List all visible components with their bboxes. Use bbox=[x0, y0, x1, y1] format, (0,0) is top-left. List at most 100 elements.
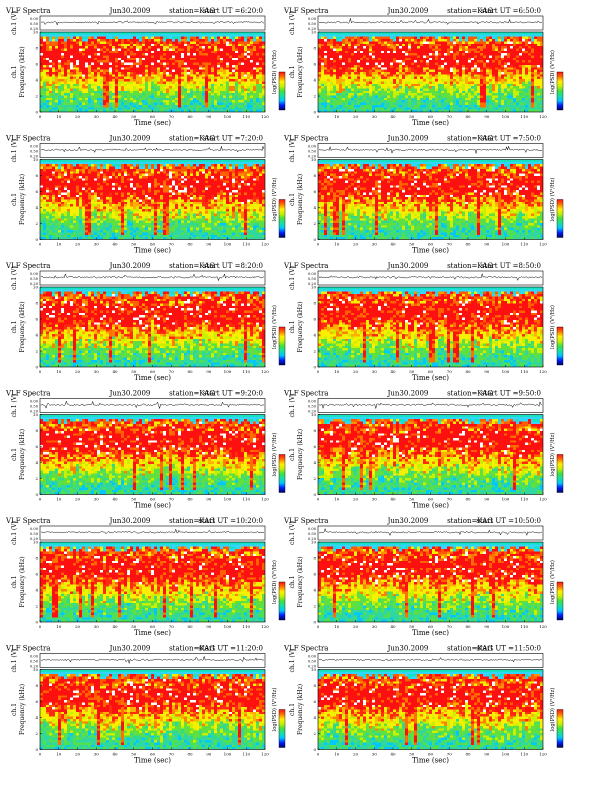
spectrogram-cell bbox=[82, 96, 85, 98]
spectrogram-cell bbox=[88, 105, 91, 107]
spectrogram-cell bbox=[148, 34, 151, 36]
spectrogram-cell bbox=[142, 100, 145, 102]
spectrogram-cell bbox=[100, 46, 103, 48]
spectrogram-cell bbox=[97, 46, 100, 48]
spectrogram-cell bbox=[88, 63, 91, 65]
spectrogram-cell bbox=[79, 70, 82, 72]
spectrogram-cell bbox=[49, 56, 52, 58]
spectrogram-cell bbox=[130, 56, 133, 58]
spectrogram-cell bbox=[70, 32, 73, 34]
spectrogram-cell bbox=[82, 67, 85, 69]
spectrogram-cell bbox=[118, 74, 121, 76]
spectrogram-cell bbox=[67, 91, 70, 93]
spectrogram-cell bbox=[40, 44, 43, 46]
spectrogram-cell bbox=[91, 77, 94, 79]
spectrogram-cell bbox=[52, 72, 55, 74]
spectrogram-cell bbox=[154, 74, 157, 76]
spectrogram-cell bbox=[145, 107, 148, 109]
spectrogram-cell bbox=[148, 110, 151, 112]
spectrogram-cell bbox=[145, 39, 148, 41]
spectrogram-cell bbox=[124, 86, 127, 88]
spectrogram-cell bbox=[82, 37, 85, 39]
spectrogram-cell bbox=[100, 74, 103, 76]
spectrogram-cell bbox=[124, 48, 127, 50]
spectrogram-cell bbox=[139, 60, 142, 62]
spectrogram-cell bbox=[88, 86, 91, 88]
spectrogram-cell bbox=[121, 65, 124, 67]
spectrogram-cell bbox=[73, 48, 76, 50]
spectrogram-cell bbox=[100, 67, 103, 69]
spectrogram-cell bbox=[43, 96, 46, 98]
spectrogram-cell bbox=[127, 39, 130, 41]
spectrogram-cell bbox=[82, 91, 85, 93]
spectrogram-cell bbox=[97, 100, 100, 102]
spectrogram-cell bbox=[103, 81, 106, 83]
spectrogram-cell bbox=[124, 84, 127, 86]
spectrogram-cell bbox=[103, 72, 106, 74]
spectrogram-cell bbox=[106, 98, 109, 100]
spectrogram-cell bbox=[157, 60, 160, 62]
spectrogram-cell bbox=[109, 74, 112, 76]
spectrogram-cell bbox=[82, 53, 85, 55]
spectrogram-cell bbox=[76, 56, 79, 58]
spectrogram-cell bbox=[91, 103, 94, 105]
spectrogram-cell bbox=[97, 96, 100, 98]
spectrogram-cell bbox=[139, 44, 142, 46]
spectrogram-cell bbox=[115, 41, 118, 43]
spectrogram-cell bbox=[100, 53, 103, 55]
spectrogram-cell bbox=[73, 67, 76, 69]
spectrogram-cell bbox=[46, 60, 49, 62]
spectrogram-cell bbox=[70, 96, 73, 98]
spectrogram-cell bbox=[118, 86, 121, 88]
spectrogram-cell bbox=[82, 86, 85, 88]
spectrogram-cell bbox=[112, 67, 115, 69]
spectrogram-cell bbox=[142, 46, 145, 48]
spectrogram-cell bbox=[154, 93, 157, 95]
spectrogram-cell bbox=[115, 110, 118, 112]
spectrogram-cell bbox=[61, 100, 64, 102]
spectrogram-cell bbox=[115, 79, 118, 81]
spectrogram-cell bbox=[157, 77, 160, 79]
spectrogram-cell bbox=[136, 32, 139, 34]
spectrogram-cell bbox=[109, 86, 112, 88]
spectrogram-cell bbox=[133, 39, 136, 41]
spectrogram-cell bbox=[82, 48, 85, 50]
spectrogram-cell bbox=[46, 88, 49, 90]
spectrogram-cell bbox=[55, 67, 58, 69]
spectrogram-cell bbox=[73, 53, 76, 55]
spectrogram-cell bbox=[97, 32, 100, 34]
spectrogram-cell bbox=[94, 48, 97, 50]
spectrogram-cell bbox=[67, 56, 70, 58]
spectrogram-cell bbox=[151, 44, 154, 46]
spectrogram-cell bbox=[133, 41, 136, 43]
spectrogram-cell bbox=[130, 74, 133, 76]
spectrogram-cell bbox=[127, 46, 130, 48]
spectrogram-cell bbox=[73, 63, 76, 65]
spectrogram-cell bbox=[40, 107, 43, 109]
spectrogram-cell bbox=[49, 41, 52, 43]
spectrogram-cell bbox=[115, 107, 118, 109]
spectrogram-cell bbox=[148, 39, 151, 41]
spectrogram-cell bbox=[145, 91, 148, 93]
spectrogram-cell bbox=[49, 96, 52, 98]
spectrogram-cell bbox=[85, 34, 88, 36]
spectrogram-cell bbox=[136, 98, 139, 100]
spectrogram-cell bbox=[79, 107, 82, 109]
spectrogram-cell bbox=[58, 32, 61, 34]
spectrogram-cell bbox=[79, 56, 82, 58]
spectrogram-cell bbox=[124, 32, 127, 34]
spectrogram-cell bbox=[127, 84, 130, 86]
spectrogram-cell bbox=[133, 37, 136, 39]
spectrogram-cell bbox=[82, 110, 85, 112]
spectrogram-cell bbox=[70, 56, 73, 58]
spectrogram-cell bbox=[61, 58, 64, 60]
spectrogram-cell bbox=[124, 74, 127, 76]
spectrogram-cell bbox=[154, 56, 157, 58]
spectrogram-cell bbox=[55, 86, 58, 88]
spectrogram-cell bbox=[118, 96, 121, 98]
spectrogram-cell bbox=[106, 91, 109, 93]
spectrogram-cell bbox=[133, 46, 136, 48]
spectrogram-cell bbox=[46, 32, 49, 34]
spectrogram-cell bbox=[151, 70, 154, 72]
spectrogram-cell bbox=[43, 86, 46, 88]
